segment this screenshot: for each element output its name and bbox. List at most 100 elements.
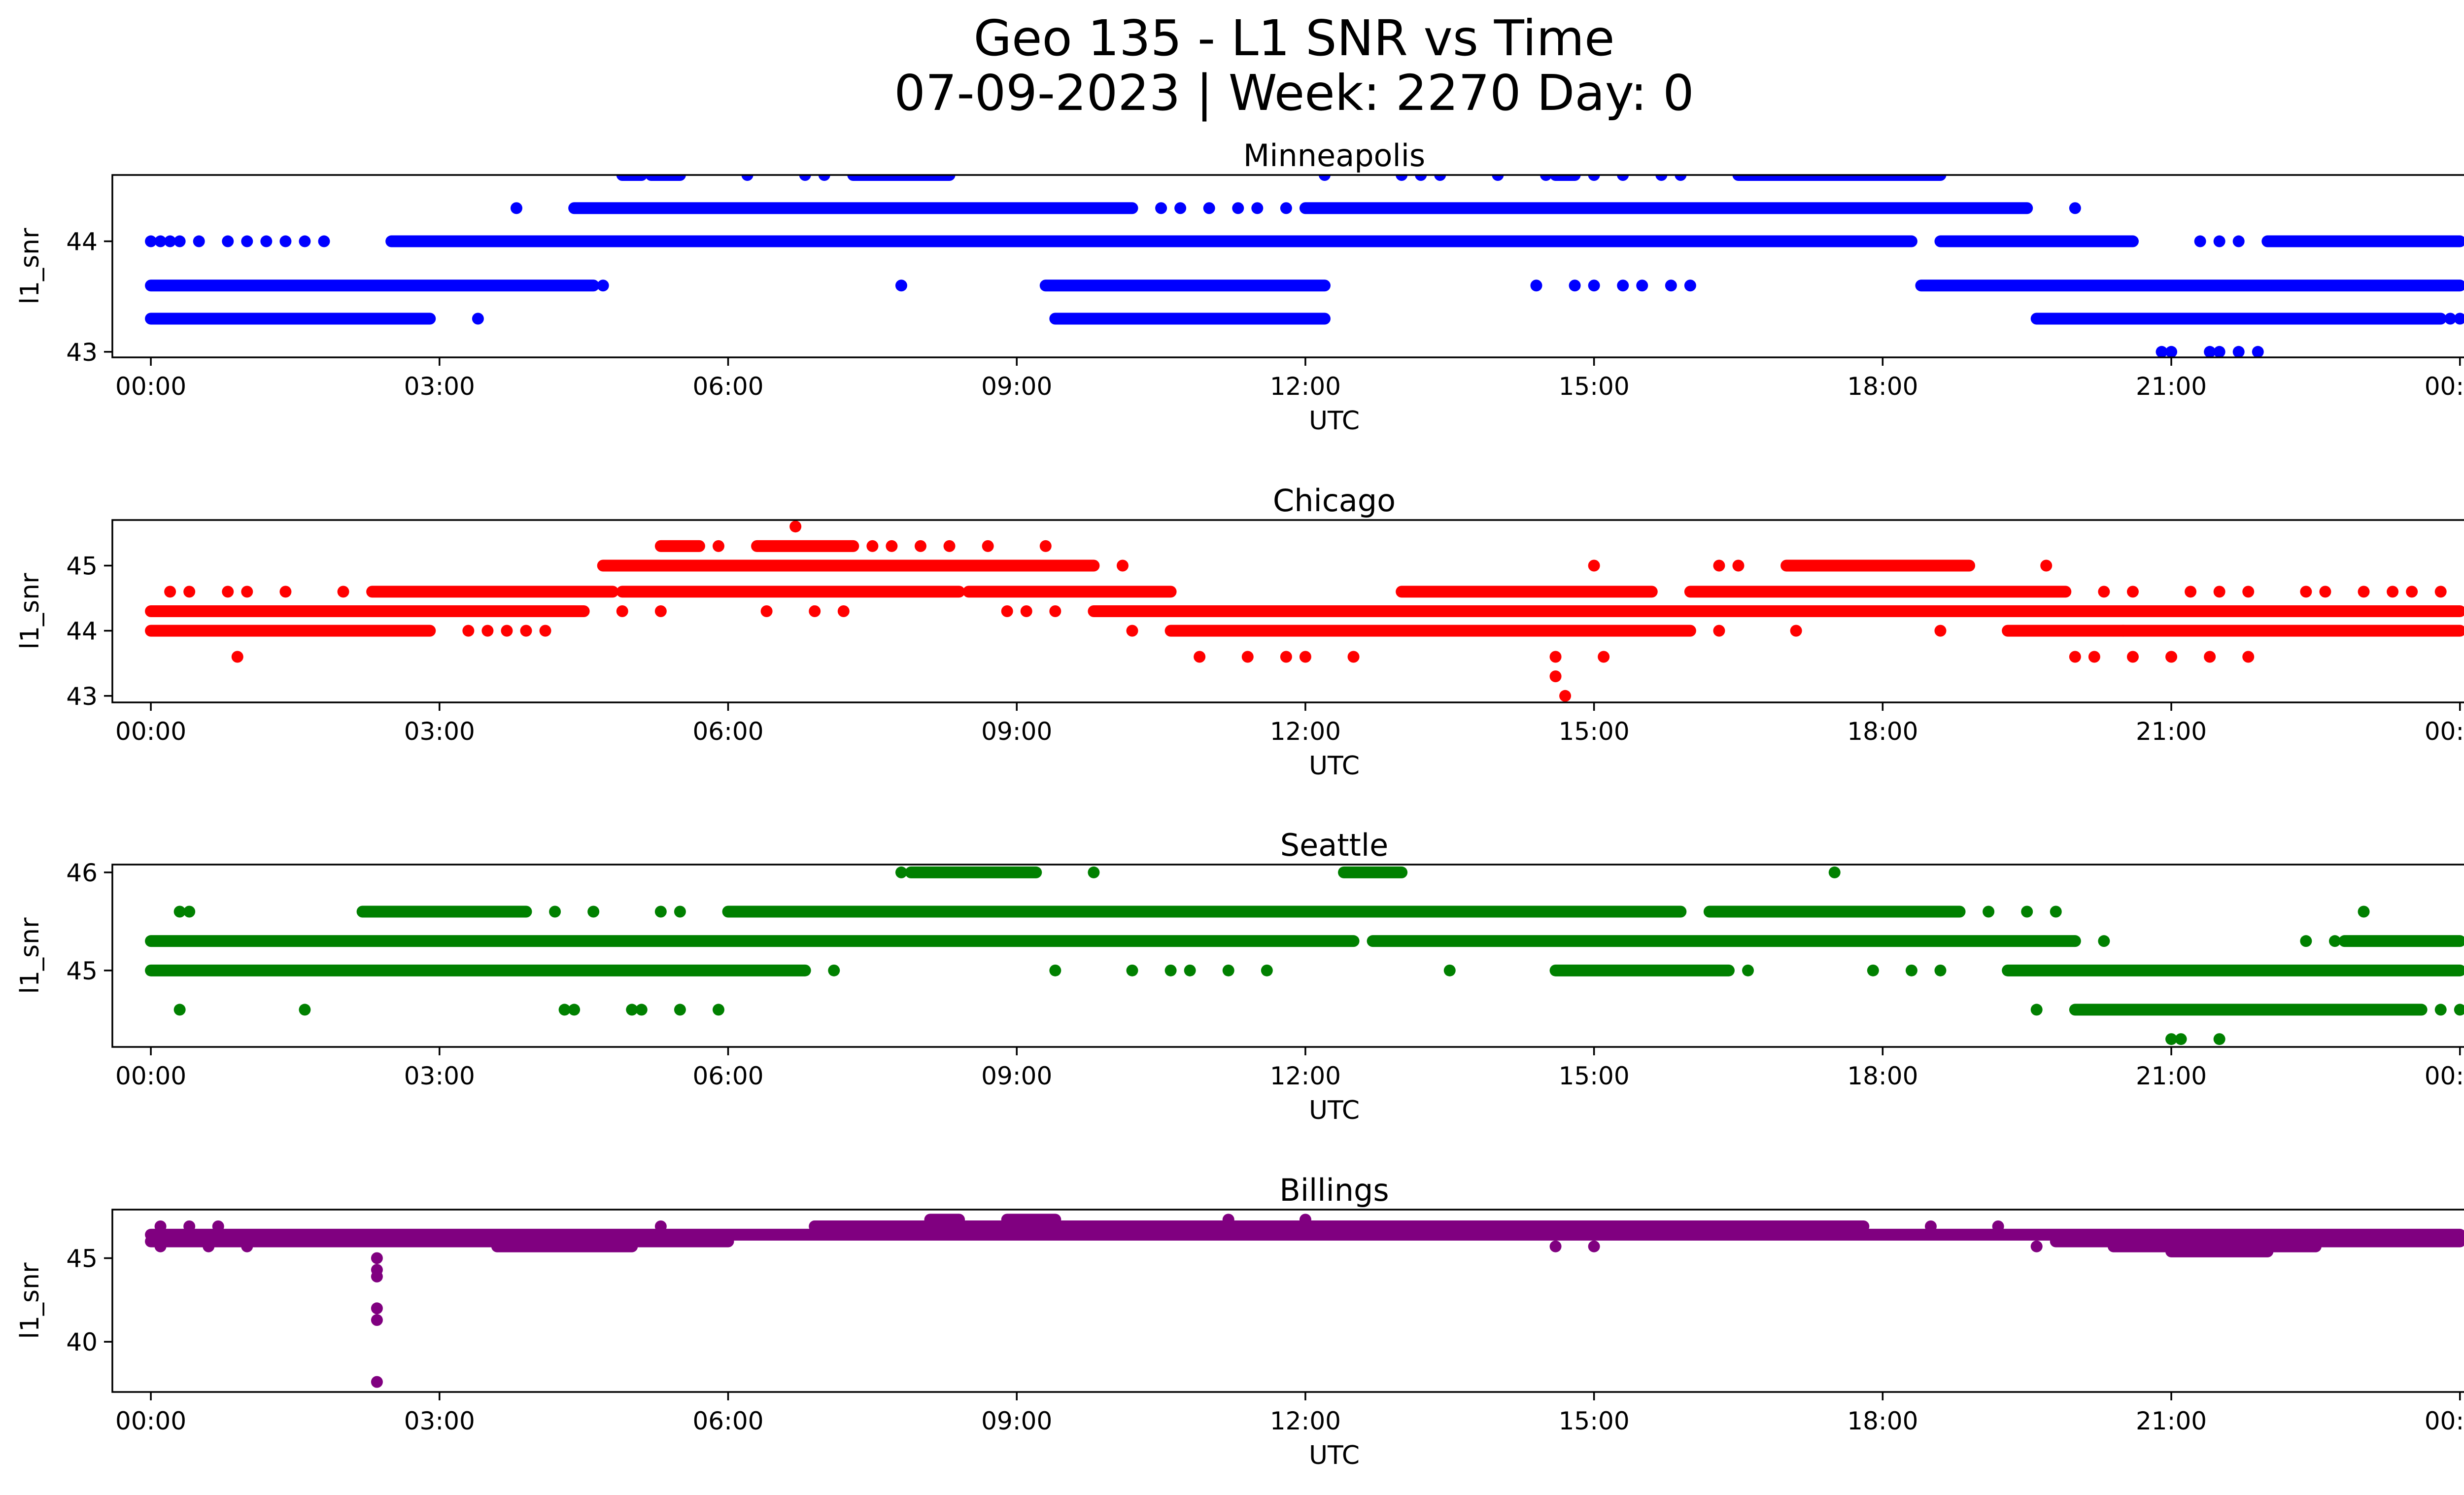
data-point (2040, 559, 2053, 572)
data-point (1088, 866, 1100, 878)
data-point (2358, 905, 2370, 918)
data-point (549, 905, 561, 918)
data-point (1222, 964, 1234, 976)
data-point (1588, 1240, 1600, 1252)
data-point (2300, 935, 2312, 947)
subplot-title: Chicago (1273, 483, 1396, 519)
data-point (1559, 690, 1572, 702)
subplot-minneapolis: Minneapolis 00:00 03:00 06:00 09:00 12:00 15:0… (15, 138, 2464, 436)
x-tick-label: 09:00 (981, 717, 1052, 746)
data-point (2328, 935, 2341, 947)
data-point (2165, 1033, 2178, 1045)
data-point (1549, 651, 1562, 663)
data-series (145, 521, 2464, 702)
data-point (2126, 651, 2139, 663)
data-point (1318, 175, 1331, 181)
x-tick-label: 18:00 (1847, 372, 1918, 401)
data-point (1251, 202, 1264, 214)
data-point (1636, 279, 1648, 292)
data-point (741, 175, 753, 181)
data-point (173, 1004, 186, 1016)
data-point (1617, 279, 1629, 292)
data-point (1020, 605, 1032, 617)
data-point (1164, 964, 1177, 976)
subplots: Minneapolis 00:00 03:00 06:00 09:00 12:00 15:0… (15, 138, 2464, 1470)
x-axis-label: UTC (1309, 406, 1360, 436)
data-point (1675, 175, 1687, 181)
y-tick-label: 46 (66, 859, 98, 887)
data-point (895, 866, 907, 878)
data-point (674, 1004, 686, 1016)
subplot-title: Minneapolis (1243, 138, 1426, 174)
axes-frame (111, 519, 2464, 703)
data-point (1261, 964, 1273, 976)
data-point (145, 235, 157, 247)
data-point (1598, 651, 1610, 663)
data-point (2444, 313, 2457, 325)
data-point (231, 651, 243, 663)
data-point (2165, 651, 2178, 663)
data-point (539, 625, 551, 637)
data-point (1713, 559, 1725, 572)
data-point (712, 540, 724, 552)
data-point (1049, 605, 1061, 617)
data-point (260, 235, 273, 247)
data-point (1790, 625, 1802, 637)
data-point (2434, 586, 2447, 598)
data-point (1934, 625, 1947, 637)
y-tick-label: 40 (66, 1328, 98, 1356)
data-point (1443, 964, 1456, 976)
data-point (1347, 651, 1360, 663)
data-point (1039, 540, 1052, 552)
data-point (2194, 235, 2206, 247)
data-point (1588, 175, 1600, 181)
data-point (173, 235, 186, 247)
data-point (2232, 235, 2245, 247)
data-point (2156, 346, 2168, 357)
data-point (2242, 651, 2255, 663)
x-tick-label: 00:00 (115, 1062, 186, 1090)
data-point (2069, 202, 2081, 214)
data-point (654, 905, 667, 918)
data-point (1617, 175, 1629, 181)
data-point (2387, 586, 2399, 598)
data-point (799, 175, 811, 181)
data-point (1588, 279, 1600, 292)
data-point (2252, 346, 2264, 357)
x-tick-label: 12:00 (1270, 372, 1341, 401)
data-point (1299, 651, 1311, 663)
x-tick-label: 06:00 (692, 1407, 763, 1435)
subplot-billings: Billings 00:00 03:00 06:00 09:00 12:00 15:00 18… (15, 1172, 2464, 1470)
data-point (2434, 1004, 2447, 1016)
x-tick-label: 03:00 (404, 717, 475, 746)
data-point (222, 235, 234, 247)
axes-frame (111, 1209, 2464, 1393)
data-point (1415, 175, 1427, 181)
x-tick-label: 06:00 (692, 717, 763, 746)
x-tick-label: 18:00 (1847, 1062, 1918, 1090)
data-point (587, 905, 600, 918)
x-tick-label: 15:00 (1559, 372, 1630, 401)
data-point (635, 1004, 648, 1016)
data-point (2454, 313, 2464, 325)
data-point (1492, 175, 1504, 181)
subplot-chicago: Chicago 00:00 03:00 06:00 09:00 12:00 15:00 18:… (15, 483, 2464, 781)
data-point (1194, 651, 1206, 663)
data-point (1280, 651, 1292, 663)
x-tick-label: 21:00 (2136, 1062, 2207, 1090)
data-series (145, 866, 2464, 1045)
x-tick-label: 21:00 (2136, 1407, 2207, 1435)
data-point (1655, 175, 1668, 181)
data-point (1155, 202, 1167, 214)
data-point (2232, 346, 2245, 357)
data-point (626, 1004, 638, 1016)
x-tick-label: 21:00 (2136, 372, 2207, 401)
data-point (1001, 605, 1013, 617)
data-point (203, 1240, 215, 1252)
data-point (2069, 651, 2081, 663)
data-point (1924, 1220, 1937, 1232)
data-point (1203, 202, 1215, 214)
data-point (654, 1220, 667, 1232)
data-point (1434, 175, 1446, 181)
data-point (1280, 202, 1292, 214)
